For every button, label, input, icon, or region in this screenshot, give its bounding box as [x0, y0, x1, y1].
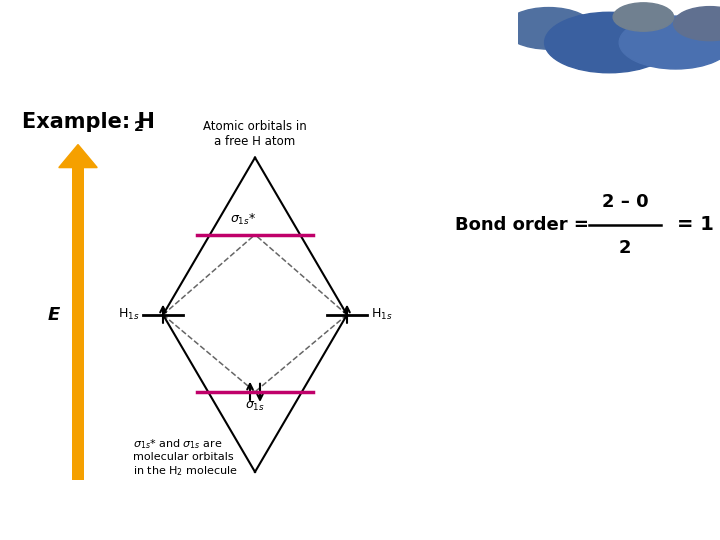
Circle shape [613, 3, 674, 31]
Text: = 1: = 1 [677, 215, 714, 234]
Text: Atomic orbitals in
a free H atom: Atomic orbitals in a free H atom [203, 119, 307, 147]
Text: 2: 2 [618, 239, 631, 256]
Circle shape [544, 12, 674, 73]
Text: 2: 2 [134, 119, 144, 133]
Text: H$_{1s}$: H$_{1s}$ [117, 307, 139, 322]
Text: $\sigma_{1s}$: $\sigma_{1s}$ [245, 400, 265, 413]
Circle shape [674, 6, 720, 40]
Text: $\sigma_{1s}$* and $\sigma_{1s}$ are
molecular orbitals
in the H$_2$ molecule: $\sigma_{1s}$* and $\sigma_{1s}$ are mol… [133, 437, 238, 478]
Text: Example: H: Example: H [22, 112, 155, 132]
Text: Bond order =: Bond order = [455, 215, 595, 234]
Bar [72, 167, 84, 480]
Circle shape [619, 16, 720, 69]
Text: $\sigma_{1s}$*: $\sigma_{1s}$* [230, 212, 256, 227]
Polygon shape [59, 145, 97, 167]
Text: The Molecular Orbital Model: The Molecular Orbital Model [16, 58, 269, 77]
Text: H$_{1s}$: H$_{1s}$ [371, 307, 392, 322]
Text: E: E [48, 306, 60, 324]
Text: Section 9.2: Section 9.2 [16, 21, 117, 39]
Text: 2 – 0: 2 – 0 [602, 193, 648, 211]
Circle shape [504, 8, 593, 49]
